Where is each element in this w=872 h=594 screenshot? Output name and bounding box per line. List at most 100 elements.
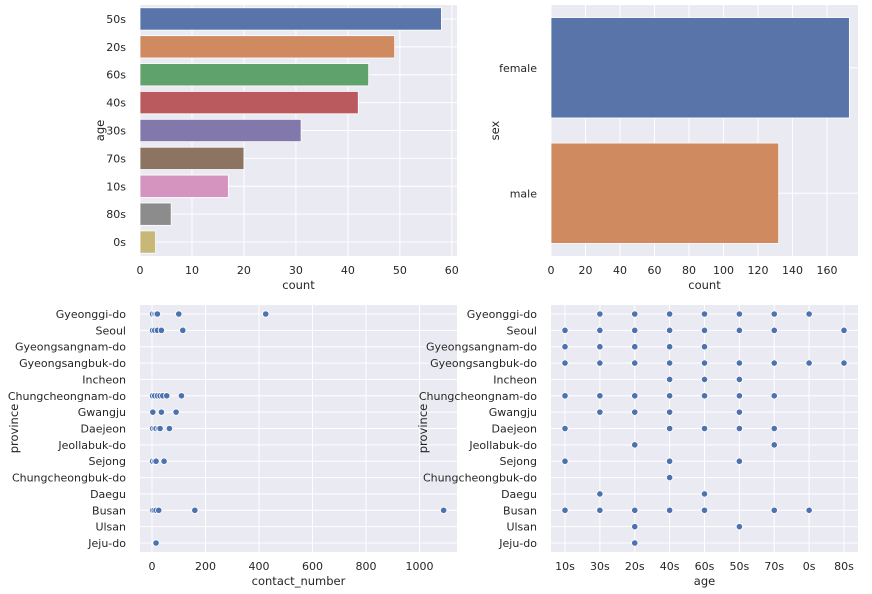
point-Gyeongsangbuk-do-0s bbox=[805, 359, 813, 367]
x-tick-label: 600 bbox=[302, 560, 323, 573]
point-Seoul-60s bbox=[700, 326, 709, 334]
y-tick-label: 20s bbox=[106, 41, 126, 54]
point-Gyeonggi-do-50s bbox=[735, 310, 743, 318]
y-axis-label: sex bbox=[488, 120, 502, 140]
y-tick-label: female bbox=[499, 62, 537, 75]
point-Jeollabuk-do-20s bbox=[631, 441, 639, 449]
point-Gyeongsangbuk-do-60s bbox=[700, 359, 709, 367]
y-tick-label: Incheon bbox=[493, 373, 537, 386]
x-axis-label: age bbox=[694, 574, 715, 588]
point-Busan-20s bbox=[631, 506, 639, 514]
point-Seoul-70s bbox=[770, 326, 778, 334]
point-Gwangju-40s bbox=[666, 408, 674, 416]
x-tick-label: 40s bbox=[660, 560, 680, 573]
y-tick-label: Daegu bbox=[501, 488, 537, 501]
point-Gyeonggi-do bbox=[175, 310, 183, 318]
x-tick-label: 40 bbox=[613, 264, 627, 277]
x-tick-label: 20s bbox=[625, 560, 645, 573]
point-Seoul-40s bbox=[666, 326, 674, 334]
point-Busan bbox=[155, 506, 163, 514]
point-Chungcheongnam-do-40s bbox=[666, 392, 674, 400]
point-Chungcheongnam-do-50s bbox=[735, 392, 743, 400]
bar-40s bbox=[139, 91, 359, 115]
x-tick-label: 40 bbox=[341, 264, 355, 277]
point-Chungcheongnam-do-30s bbox=[596, 392, 604, 400]
point-Ulsan-20s bbox=[631, 523, 639, 531]
point-Seoul bbox=[179, 326, 187, 334]
point-Daejeon-10s bbox=[561, 424, 569, 433]
point-Seoul-80s bbox=[840, 326, 848, 334]
x-tick-label: 50s bbox=[730, 560, 750, 573]
x-tick-label: 50 bbox=[393, 264, 407, 277]
point-Incheon-50s bbox=[735, 375, 743, 384]
y-tick-label: Incheon bbox=[82, 373, 126, 386]
point-Daejeon-70s bbox=[770, 424, 778, 433]
y-tick-label: Gyeonggi-do bbox=[56, 308, 126, 321]
x-tick-label: 0 bbox=[548, 264, 555, 277]
point-Busan-30s bbox=[596, 506, 604, 514]
y-tick-label: Busan bbox=[503, 504, 537, 517]
bar-10s bbox=[139, 174, 229, 198]
x-tick-label: 60s bbox=[695, 560, 715, 573]
y-tick-label: Chungcheongnam-do bbox=[419, 390, 537, 403]
point-Sejong-10s bbox=[561, 457, 569, 465]
point-Gwangju bbox=[157, 408, 166, 416]
point-Busan-70s bbox=[770, 506, 778, 514]
y-tick-label: Daegu bbox=[90, 488, 126, 501]
y-tick-label: Seoul bbox=[506, 324, 537, 337]
point-Gyeonggi-do-0s bbox=[805, 310, 813, 318]
point-Gyeonggi-do-70s bbox=[770, 310, 778, 318]
x-tick-label: 60 bbox=[647, 264, 661, 277]
y-tick-label: Gwangju bbox=[78, 406, 126, 419]
y-tick-label: Daejeon bbox=[491, 423, 537, 436]
x-tick-label: 140 bbox=[782, 264, 803, 277]
point-Incheon-40s bbox=[666, 375, 674, 384]
y-tick-label: Gyeongsangbuk-do bbox=[430, 357, 537, 370]
y-tick-label: Gyeongsangnam-do bbox=[15, 341, 126, 354]
point-Gyeongsangbuk-do-30s bbox=[596, 359, 604, 367]
y-tick-label: Jeollabuk-do bbox=[57, 439, 126, 452]
x-tick-label: 20 bbox=[578, 264, 592, 277]
y-tick-label: male bbox=[510, 187, 538, 200]
point-Gyeongsangbuk-do-50s bbox=[735, 359, 743, 367]
point-Busan-10s bbox=[561, 506, 569, 514]
x-tick-label: 20 bbox=[237, 264, 251, 277]
point-Gyeonggi-do-60s bbox=[700, 310, 709, 318]
point-Sejong-40s bbox=[666, 457, 674, 465]
point-Chungcheongbuk-do-40s bbox=[666, 473, 674, 482]
point-Daegu-30s bbox=[596, 490, 604, 498]
bar-50s bbox=[139, 7, 442, 31]
point-Gwangju-20s bbox=[631, 408, 639, 416]
y-tick-label: Jeollabuk-do bbox=[468, 439, 537, 452]
y-tick-label: Sejong bbox=[500, 455, 538, 468]
x-tick-label: 0s bbox=[803, 560, 816, 573]
point-Gyeongsangbuk-do-20s bbox=[631, 359, 639, 367]
y-tick-label: Chungcheongnam-do bbox=[8, 390, 126, 403]
point-Sejong bbox=[152, 457, 160, 465]
bar-male bbox=[550, 142, 780, 244]
y-tick-label: 60s bbox=[106, 69, 126, 82]
point-Daejeon bbox=[156, 424, 164, 433]
point-Jeju-do-20s bbox=[631, 539, 639, 547]
y-tick-label: Gwangju bbox=[489, 406, 537, 419]
scatter-age: 10s 30s 20s 40s 60s 50s 70s 0s 80s Gyeonggi-do Seo… bbox=[419, 305, 858, 573]
bar-60s bbox=[139, 63, 370, 87]
point-Ulsan-50s bbox=[735, 523, 743, 531]
point-Jeollabuk-do-70s bbox=[770, 441, 778, 449]
point-Sejong bbox=[160, 457, 168, 465]
point-Chungcheongnam-do bbox=[177, 392, 186, 400]
point-Sejong-50s bbox=[735, 457, 743, 465]
bar-0s bbox=[139, 230, 156, 254]
point-Seoul-30s bbox=[596, 326, 604, 334]
y-tick-label: Chungcheongbuk-do bbox=[423, 472, 537, 485]
y-tick-label: Jeju-do bbox=[87, 537, 126, 550]
x-tick-label: 60 bbox=[445, 264, 459, 277]
point-Seoul-20s bbox=[631, 326, 639, 334]
point-Gyeongsangnam-do-10s bbox=[561, 343, 569, 351]
y-tick-label: Gyeonggi-do bbox=[467, 308, 537, 321]
x-tick-label: 80 bbox=[682, 264, 696, 277]
point-Gyeonggi-do-30s bbox=[596, 310, 604, 318]
y-axis-label: province bbox=[416, 404, 430, 454]
x-tick-label: 70s bbox=[764, 560, 784, 573]
